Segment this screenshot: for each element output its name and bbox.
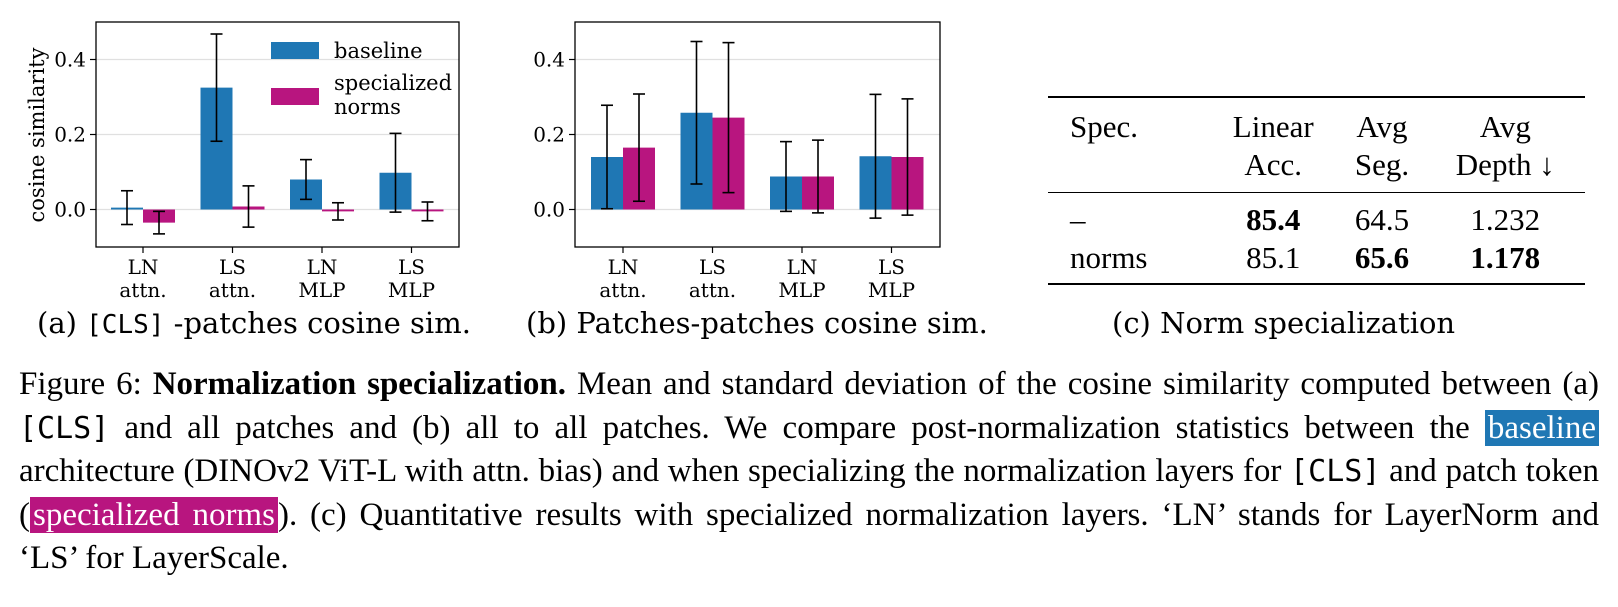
caption-text-3: architecture (DINOv2 ViT-L with attn. bi… [19, 453, 1291, 489]
panel-a-post: -patches cosine sim. [164, 306, 471, 340]
table-row: norms 85.1 65.6 1.178 [1048, 239, 1585, 284]
x-tick-label: LN [307, 255, 338, 279]
cell-spec: norms [1070, 240, 1148, 275]
legend-label-baseline: baseline [334, 39, 423, 63]
panel-a-caption: (a) [CLS] -patches cosine sim. [37, 306, 471, 340]
x-tick-label: attn. [119, 278, 166, 302]
caption-text-5: ). (c) Quantitative results with special… [19, 496, 1600, 577]
caption-text-4: and patch token ( [19, 453, 1599, 533]
legend-swatch-baseline [271, 42, 319, 59]
y-tick-label: 0.4 [533, 48, 565, 72]
axes-frame [574, 21, 941, 248]
table-header-row: Spec. Linear Acc. Avg Seg. Avg Depth ↓ [1048, 97, 1585, 193]
results-table: Spec. Linear Acc. Avg Seg. Avg Depth ↓ – 85… [1048, 96, 1585, 285]
x-tick-label: attn. [689, 278, 736, 302]
y-tick-label: 0.2 [54, 123, 86, 147]
x-tick-label: MLP [388, 278, 435, 302]
x-tick-label: MLP [298, 278, 345, 302]
y-tick-label: 0.0 [54, 198, 86, 222]
caption-text-2: and all patches and (b) all to all patch… [109, 409, 1485, 446]
y-tick-label: 0.0 [533, 198, 565, 222]
charts-svg: cosine similarity 0.00.20.4LNattn.LSattn… [25, 21, 941, 302]
y-tick-label: 0.4 [54, 48, 86, 72]
caption-title: Normalization specialization. [152, 366, 567, 402]
header-avg-depth: Avg Depth ↓ [1455, 109, 1555, 182]
header-linear-acc: Linear Acc. [1232, 109, 1314, 182]
cell-avg-depth: 1.232 [1470, 202, 1541, 237]
panel-a-pre: (a) [37, 306, 87, 340]
caption-highlight-specialized: specialized norms [30, 496, 278, 533]
table-row: – 85.4 64.5 1.232 [1048, 193, 1585, 240]
caption-cls-2: [CLS] [1290, 454, 1381, 489]
panel-b-caption: (b) Patches-patches cosine sim. [526, 306, 988, 340]
norm-specialization-table: Spec. Linear Acc. Avg Seg. Avg Depth ↓ – 85… [1048, 96, 1585, 285]
legend-label-specialized-1: specialized [334, 71, 452, 95]
cell-avg-seg: 65.6 [1354, 240, 1410, 275]
caption-highlight-baseline: baseline [1484, 409, 1599, 446]
caption-label: Figure 6: [19, 366, 153, 402]
panel-c-caption: (c) Norm specialization [1112, 306, 1456, 340]
panel-a-cls: [CLS] [86, 310, 165, 340]
cell-avg-seg: 64.5 [1354, 202, 1410, 237]
y-axis-label: cosine similarity [25, 47, 49, 222]
x-tick-label: LN [787, 255, 818, 279]
header-avg-seg: Avg Seg. [1354, 109, 1410, 182]
header-spec: Spec. [1070, 109, 1139, 144]
x-tick-label: attn. [209, 278, 256, 302]
caption-text-1: Mean and standard deviation of the cosin… [566, 366, 1599, 402]
x-tick-label: LS [878, 255, 905, 279]
x-tick-label: attn. [599, 278, 646, 302]
x-tick-label: MLP [778, 278, 825, 302]
x-tick-label: LS [219, 255, 246, 279]
cell-linear-acc: 85.1 [1246, 240, 1301, 275]
x-tick-label: LN [608, 255, 639, 279]
cell-avg-depth: 1.178 [1470, 240, 1541, 275]
x-tick-label: LS [699, 255, 726, 279]
cell-spec: – [1070, 202, 1086, 237]
caption-cls-1: [CLS] [19, 410, 110, 446]
figure-caption: Figure 6: Normalization specialization. … [19, 363, 1599, 581]
x-tick-label: LN [128, 255, 159, 279]
legend-label-specialized-2: norms [334, 95, 401, 119]
legend: baseline specialized norms [271, 39, 452, 119]
x-tick-label: LS [398, 255, 425, 279]
cell-linear-acc: 85.4 [1246, 202, 1301, 237]
y-tick-label: 0.2 [533, 123, 565, 147]
legend-swatch-specialized [271, 88, 319, 105]
axes-frame [95, 21, 460, 248]
x-tick-label: MLP [868, 278, 915, 302]
